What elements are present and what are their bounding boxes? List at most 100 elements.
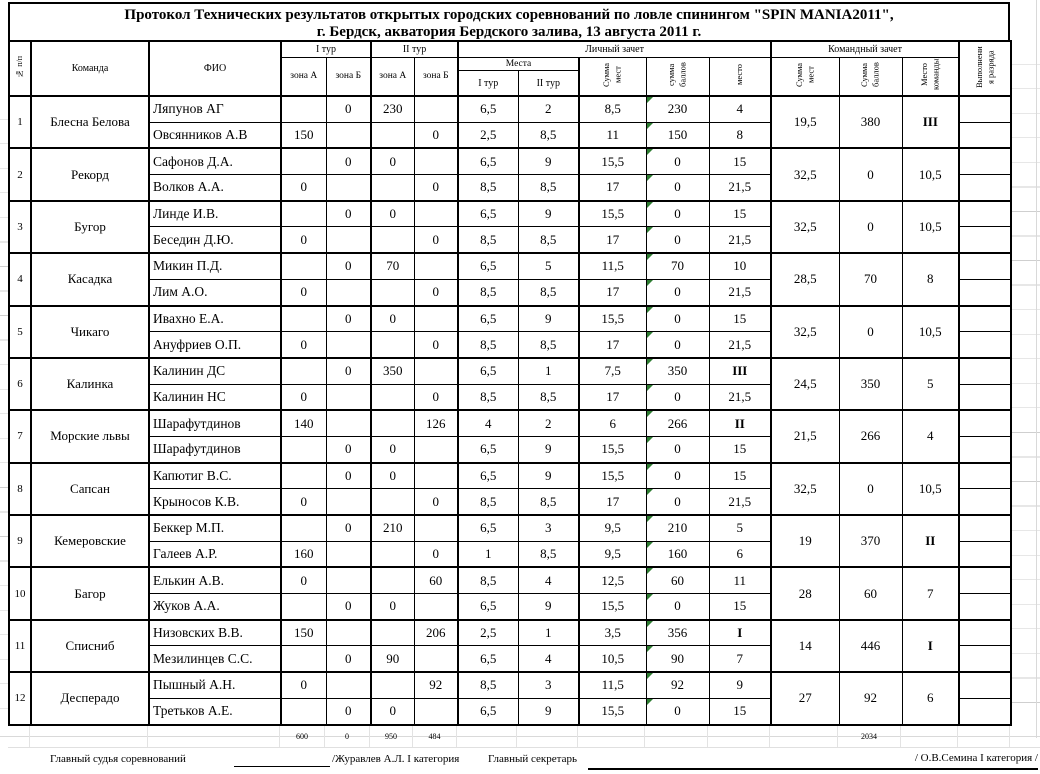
cell-place-tour1: 8,5 (457, 566, 519, 595)
cell-tour1-zoneA: 0 (280, 174, 327, 202)
cell-place-tour2: 8,5 (517, 174, 581, 202)
totals-spacer (457, 725, 517, 747)
secretary-name: / О.В.Семина I категория / (914, 751, 1038, 764)
cell-razryad (958, 200, 1012, 228)
cell-team-sum-ballov: 446 (838, 619, 903, 674)
cell-team-mesto: 10,5 (901, 462, 961, 517)
cell-tour2-zoneB: 0 (413, 488, 460, 517)
cell-fio: Волков А.А. (148, 174, 282, 202)
cell-mesto: 10 (708, 252, 773, 280)
cell-sum-ballov: 0 (645, 226, 710, 255)
cell-sum-mest: 7,5 (578, 357, 647, 385)
col-header-team-sum-ballov: Сумма баллов (838, 57, 903, 97)
col-header-mesto: место (708, 57, 773, 97)
cell-mesto: 4 (708, 95, 773, 123)
cell-team-mesto: II (901, 514, 961, 569)
cell-sum-ballov-value: 0 (674, 284, 681, 300)
col-header-razryad-label: Выполнени я разряда (973, 46, 996, 88)
cell-place-tour2: 9 (517, 200, 581, 228)
col-header-mesto-label: место (734, 64, 745, 86)
cell-sum-mest: 15,5 (578, 697, 647, 726)
cell-fio: Овсянников А.В (148, 121, 282, 150)
cell-tour1-zoneB (325, 540, 373, 569)
cell-tour1-zoneA (280, 95, 327, 123)
cell-fio: Калинин ДС (148, 357, 282, 385)
cell-tour1-zoneB (325, 488, 373, 517)
cell-tour1-zoneA: 150 (280, 121, 327, 150)
cell-team-sum-ballov: 266 (838, 409, 903, 464)
cell-place-tour1: 6,5 (457, 593, 519, 621)
cell-fio: Жуков А.А. (148, 593, 282, 621)
cell-razryad (958, 540, 1012, 569)
cell-team-name: Морские львы (30, 409, 150, 464)
cell-team-sum-ballov: 0 (838, 462, 903, 517)
cell-tour1-zoneA: 0 (280, 566, 327, 595)
cell-tour1-zoneA: 0 (280, 383, 327, 412)
cell-tour1-zoneB: 0 (325, 147, 373, 176)
totals-spacer (708, 725, 770, 747)
cell-tour1-zoneA (280, 252, 327, 280)
formula-warning-icon (647, 175, 653, 182)
cell-place-tour2: 9 (517, 593, 581, 621)
cell-team-name: Списниб (30, 619, 150, 674)
cell-team-number: 9 (8, 514, 32, 569)
cell-place-tour1: 8,5 (457, 174, 519, 202)
cell-tour1-zoneA (280, 462, 327, 490)
cell-fio: Беседин Д.Ю. (148, 226, 282, 255)
formula-warning-icon (647, 463, 653, 470)
cell-fio: Пышный А.Н. (148, 671, 282, 699)
cell-sum-ballov: 266 (645, 409, 710, 437)
cell-sum-ballov-value: 0 (674, 467, 681, 483)
cell-team-number: 2 (8, 147, 32, 202)
formula-warning-icon (647, 699, 653, 705)
cell-tour1-zoneA: 0 (280, 671, 327, 699)
cell-sum-ballov: 90 (645, 645, 710, 674)
cell-sum-mest: 9,5 (578, 514, 647, 542)
cell-tour2-zoneA (370, 383, 415, 412)
cell-tour1-zoneA (280, 200, 327, 228)
cell-team-name: Сапсан (30, 462, 150, 517)
cell-team-sum-mest: 32,5 (770, 304, 840, 359)
cell-tour2-zoneA: 350 (370, 357, 415, 385)
cell-team-number: 5 (8, 304, 32, 359)
cell-mesto: 21,5 (708, 331, 773, 359)
cell-sum-ballov-value: 0 (674, 441, 681, 457)
member-row: Калинин НС 0 0 8,5 8,5 17 0 21,5 (9, 383, 1012, 412)
cell-place-tour1: 6,5 (457, 514, 519, 542)
cell-tour2-zoneB: 92 (413, 671, 460, 699)
excel-grid-right-edge-line (1036, 0, 1037, 738)
cell-sum-mest: 10,5 (578, 645, 647, 674)
formula-warning-icon (647, 385, 653, 391)
cell-tour1-zoneB (325, 174, 373, 202)
member-row: 4 Касадка Микин П.Д. 0 70 6,5 5 11,5 70 10 28,5 70 8 (8, 252, 1012, 307)
member-row: 3 Бугор Линде И.В. 0 0 6,5 9 15,5 0 15 32,5 0 10,5 (8, 200, 1012, 255)
member-row: Беседин Д.Ю. 0 0 8,5 8,5 17 0 21,5 (9, 226, 1012, 255)
cell-razryad (958, 357, 1012, 385)
cell-tour2-zoneA: 230 (370, 95, 415, 123)
cell-sum-mest: 17 (578, 331, 647, 359)
cell-tour1-zoneA (280, 147, 327, 176)
cell-sum-mest: 15,5 (578, 304, 647, 333)
cell-fio: Третьков А.Е. (148, 697, 282, 726)
formula-warning-icon (647, 437, 653, 443)
cell-razryad (958, 252, 1012, 280)
cell-tour2-zoneA (370, 174, 415, 202)
document-title: Протокол Технических результатов открыты… (8, 2, 1010, 40)
col-header-places-tour1: I тур (457, 70, 519, 97)
formula-warning-icon (647, 254, 653, 261)
cell-fio: Ляпунов АГ (148, 95, 282, 123)
cell-fio: Мезилинцев С.С. (148, 645, 282, 674)
cell-mesto: 21,5 (708, 278, 773, 307)
cell-team-sum-ballov: 0 (838, 304, 903, 359)
cell-team-sum-mest: 19,5 (770, 95, 840, 150)
col-header-team: Команда (30, 40, 150, 97)
cell-place-tour1: 6,5 (457, 252, 519, 280)
cell-team-sum-mest: 19 (770, 514, 840, 569)
cell-razryad (958, 671, 1012, 699)
cell-team-sum-ballov: 60 (838, 566, 903, 621)
cell-tour2-zoneB (413, 252, 460, 280)
cell-tour2-zoneA: 0 (370, 462, 415, 490)
cell-tour2-zoneB (413, 697, 460, 726)
excel-grid-bottom-line (0, 736, 1040, 737)
formula-warning-icon (647, 568, 653, 575)
